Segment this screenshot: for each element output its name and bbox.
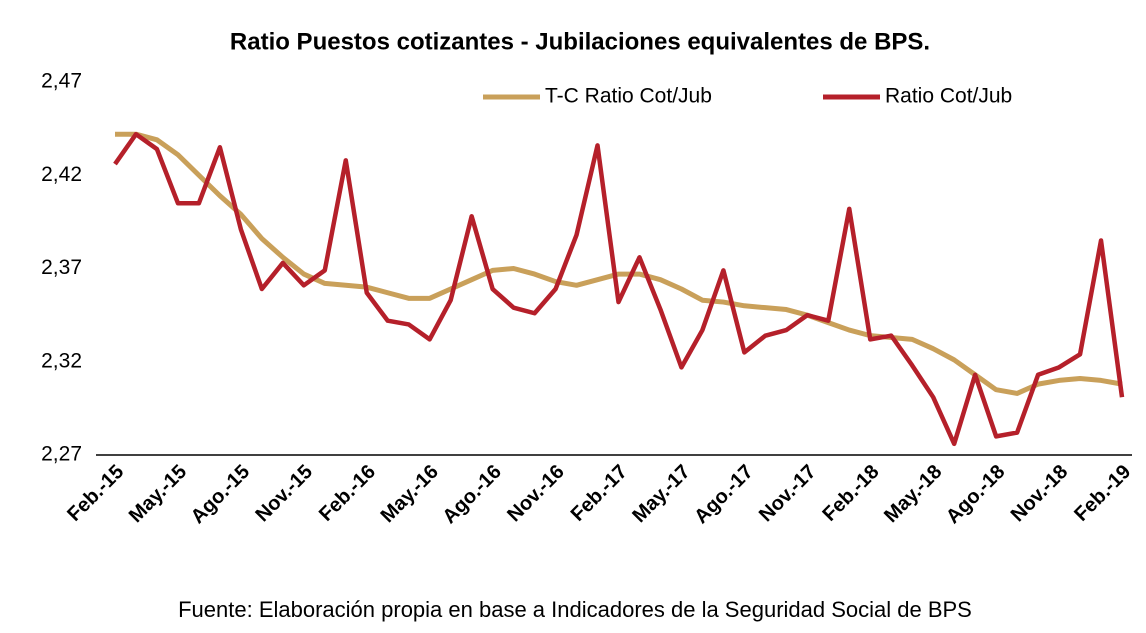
x-tick-label: May.-18 [880, 461, 946, 527]
legend-label: T-C Ratio Cot/Jub [545, 85, 712, 108]
x-tick-label: Ago.-15 [187, 461, 254, 528]
x-tick-label: Ago.-16 [438, 461, 505, 528]
y-tick-label: 2,37 [41, 256, 82, 279]
series-line [115, 131, 1123, 396]
y-tick-label: 2,42 [41, 163, 82, 186]
x-tick-label: May.-17 [628, 461, 694, 527]
x-tick-label: Feb.-17 [567, 461, 632, 526]
x-tick-label: Feb.-18 [818, 461, 883, 526]
x-tick-label: Nov.-15 [251, 461, 317, 527]
x-tick-label: Nov.-17 [755, 461, 821, 527]
chart-title: Ratio Puestos cotizantes - Jubilaciones … [230, 28, 930, 55]
y-tick-label: 2,32 [41, 349, 82, 372]
legend-label: Ratio Cot/Jub [885, 85, 1012, 108]
x-tick-label: Feb.-16 [315, 461, 380, 526]
x-tick-label: Ago.-17 [690, 461, 757, 528]
source-note: Fuente: Elaboración propia en base a Ind… [178, 597, 972, 622]
y-tick-label: 2,47 [41, 70, 82, 93]
x-tick-label: Nov.-16 [503, 461, 569, 527]
x-tick-label: Feb.-19 [1070, 461, 1135, 526]
x-tick-label: May.-15 [125, 461, 191, 527]
x-tick-label: Ago.-18 [942, 461, 1009, 528]
y-tick-label: 2,27 [41, 443, 82, 466]
x-tick-label: Nov.-18 [1007, 461, 1073, 527]
x-tick-label: May.-16 [377, 461, 443, 527]
x-tick-label: Feb.-15 [63, 461, 128, 526]
series-line [113, 131, 1125, 447]
